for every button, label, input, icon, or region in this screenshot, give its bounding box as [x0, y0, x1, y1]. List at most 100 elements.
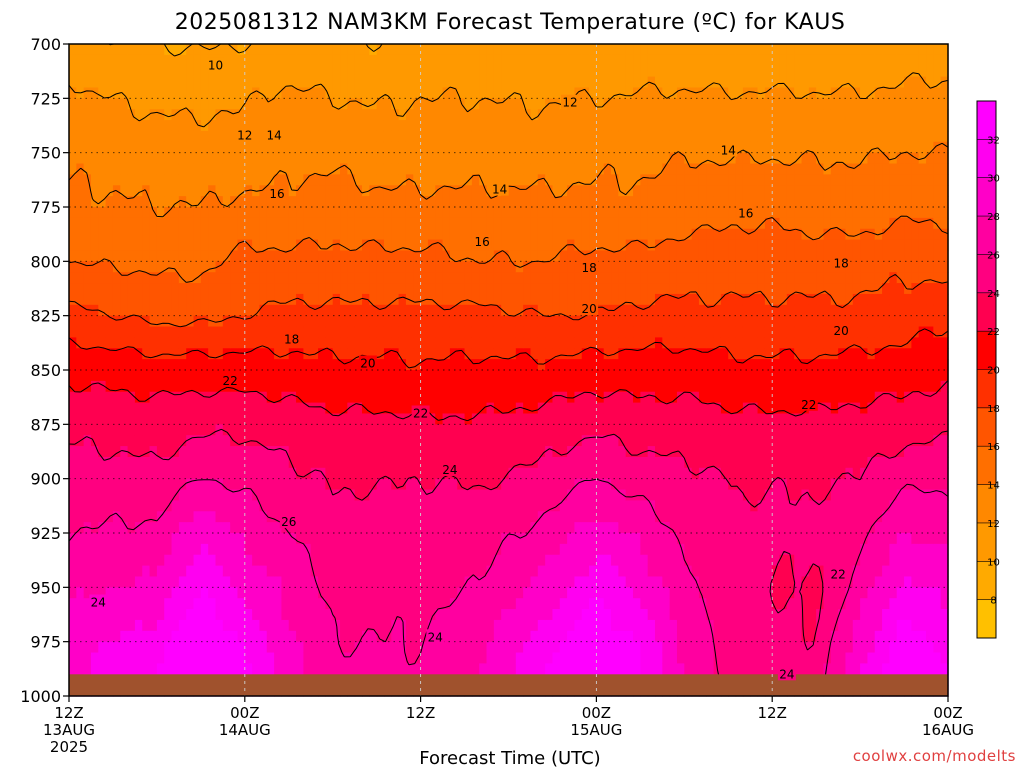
temperature-cell — [435, 533, 444, 545]
temperature-cell — [457, 511, 466, 523]
temperature-cell — [296, 446, 304, 458]
temperature-cell — [178, 609, 187, 621]
temperature-cell — [640, 609, 649, 621]
temperature-cell — [391, 576, 400, 588]
temperature-cell — [552, 207, 561, 219]
temperature-cell — [523, 98, 532, 110]
temperature-cell — [398, 130, 407, 143]
temperature-cell — [589, 446, 597, 458]
temperature-cell — [427, 217, 436, 230]
temperature-cell — [325, 565, 334, 578]
temperature-cell — [471, 391, 480, 404]
temperature-cell — [112, 163, 121, 175]
temperature-cell — [559, 489, 568, 501]
temperature-cell — [603, 109, 612, 121]
temperature-cell — [186, 402, 195, 415]
temperature-cell — [354, 272, 363, 284]
temperature-cell — [471, 185, 480, 197]
temperature-cell — [442, 511, 451, 523]
temperature-cell — [208, 641, 217, 654]
temperature-cell — [347, 239, 356, 252]
temperature-cell — [134, 152, 143, 165]
temperature-cell — [310, 456, 319, 469]
temperature-cell — [449, 359, 458, 371]
temperature-cell — [69, 543, 77, 556]
temperature-cell — [420, 304, 429, 317]
temperature-cell — [98, 402, 107, 415]
temperature-cell — [149, 326, 158, 338]
temperature-cell — [442, 435, 451, 447]
temperature-cell — [120, 456, 129, 469]
temperature-cell — [391, 456, 400, 469]
temperature-cell — [142, 370, 151, 382]
temperature-cell — [274, 152, 283, 165]
temperature-cell — [471, 446, 480, 458]
temperature-cell — [288, 446, 297, 458]
temperature-cell — [362, 543, 370, 556]
temperature-cell — [501, 380, 510, 393]
temperature-cell — [603, 217, 612, 230]
temperature-cell — [618, 467, 627, 480]
temperature-cell — [559, 348, 568, 360]
temperature-cell — [545, 326, 554, 338]
temperature-cell — [391, 196, 400, 208]
temperature-cell — [449, 533, 458, 545]
temperature-cell — [193, 402, 202, 415]
temperature-cell — [427, 152, 436, 165]
temperature-cell — [310, 380, 319, 393]
temperature-cell — [281, 87, 290, 99]
temperature-cell — [464, 283, 473, 295]
temperature-cell — [611, 315, 619, 328]
temperature-cell — [618, 500, 627, 512]
temperature-cell — [215, 587, 224, 599]
temperature-cell — [134, 619, 143, 632]
temperature-cell — [178, 522, 187, 534]
temperature-cell — [303, 446, 312, 458]
temperature-cell — [98, 207, 107, 219]
temperature-cell — [230, 391, 239, 404]
temperature-cell — [193, 359, 202, 371]
temperature-cell — [354, 435, 363, 447]
temperature-cell — [603, 391, 612, 404]
temperature-cell — [369, 587, 378, 599]
temperature-cell — [369, 239, 378, 252]
temperature-cell — [640, 565, 649, 578]
temperature-cell — [120, 380, 129, 393]
temperature-cell — [90, 141, 99, 154]
temperature-cell — [383, 54, 392, 67]
temperature-cell — [596, 163, 605, 175]
temperature-cell — [325, 424, 334, 436]
temperature-cell — [515, 283, 524, 295]
temperature-cell — [134, 217, 143, 230]
temperature-cell — [625, 380, 634, 393]
temperature-cell — [171, 391, 180, 404]
temperature-cell — [112, 402, 121, 415]
temperature-cell — [325, 109, 334, 121]
temperature-cell — [625, 478, 634, 491]
temperature-cell — [515, 293, 524, 306]
temperature-cell — [625, 359, 634, 371]
temperature-cell — [471, 478, 480, 491]
temperature-cell — [479, 533, 488, 545]
temperature-cell — [420, 326, 429, 338]
temperature-cell — [435, 228, 444, 241]
temperature-cell — [244, 359, 253, 371]
temperature-cell — [515, 478, 524, 491]
temperature-cell — [596, 598, 605, 610]
temperature-cell — [508, 554, 517, 567]
temperature-cell — [142, 402, 151, 415]
temperature-cell — [105, 500, 114, 512]
temperature-cell — [515, 337, 524, 349]
temperature-cell — [325, 370, 334, 382]
temperature-cell — [435, 261, 444, 273]
temperature-cell — [332, 565, 341, 578]
temperature-cell — [266, 261, 275, 273]
temperature-cell — [391, 467, 400, 480]
temperature-cell — [391, 152, 400, 165]
temperature-cell — [574, 598, 583, 610]
temperature-cell — [149, 565, 158, 578]
temperature-cell — [252, 619, 261, 632]
temperature-cell — [464, 641, 473, 654]
temperature-cell — [501, 304, 510, 317]
temperature-cell — [171, 424, 180, 436]
